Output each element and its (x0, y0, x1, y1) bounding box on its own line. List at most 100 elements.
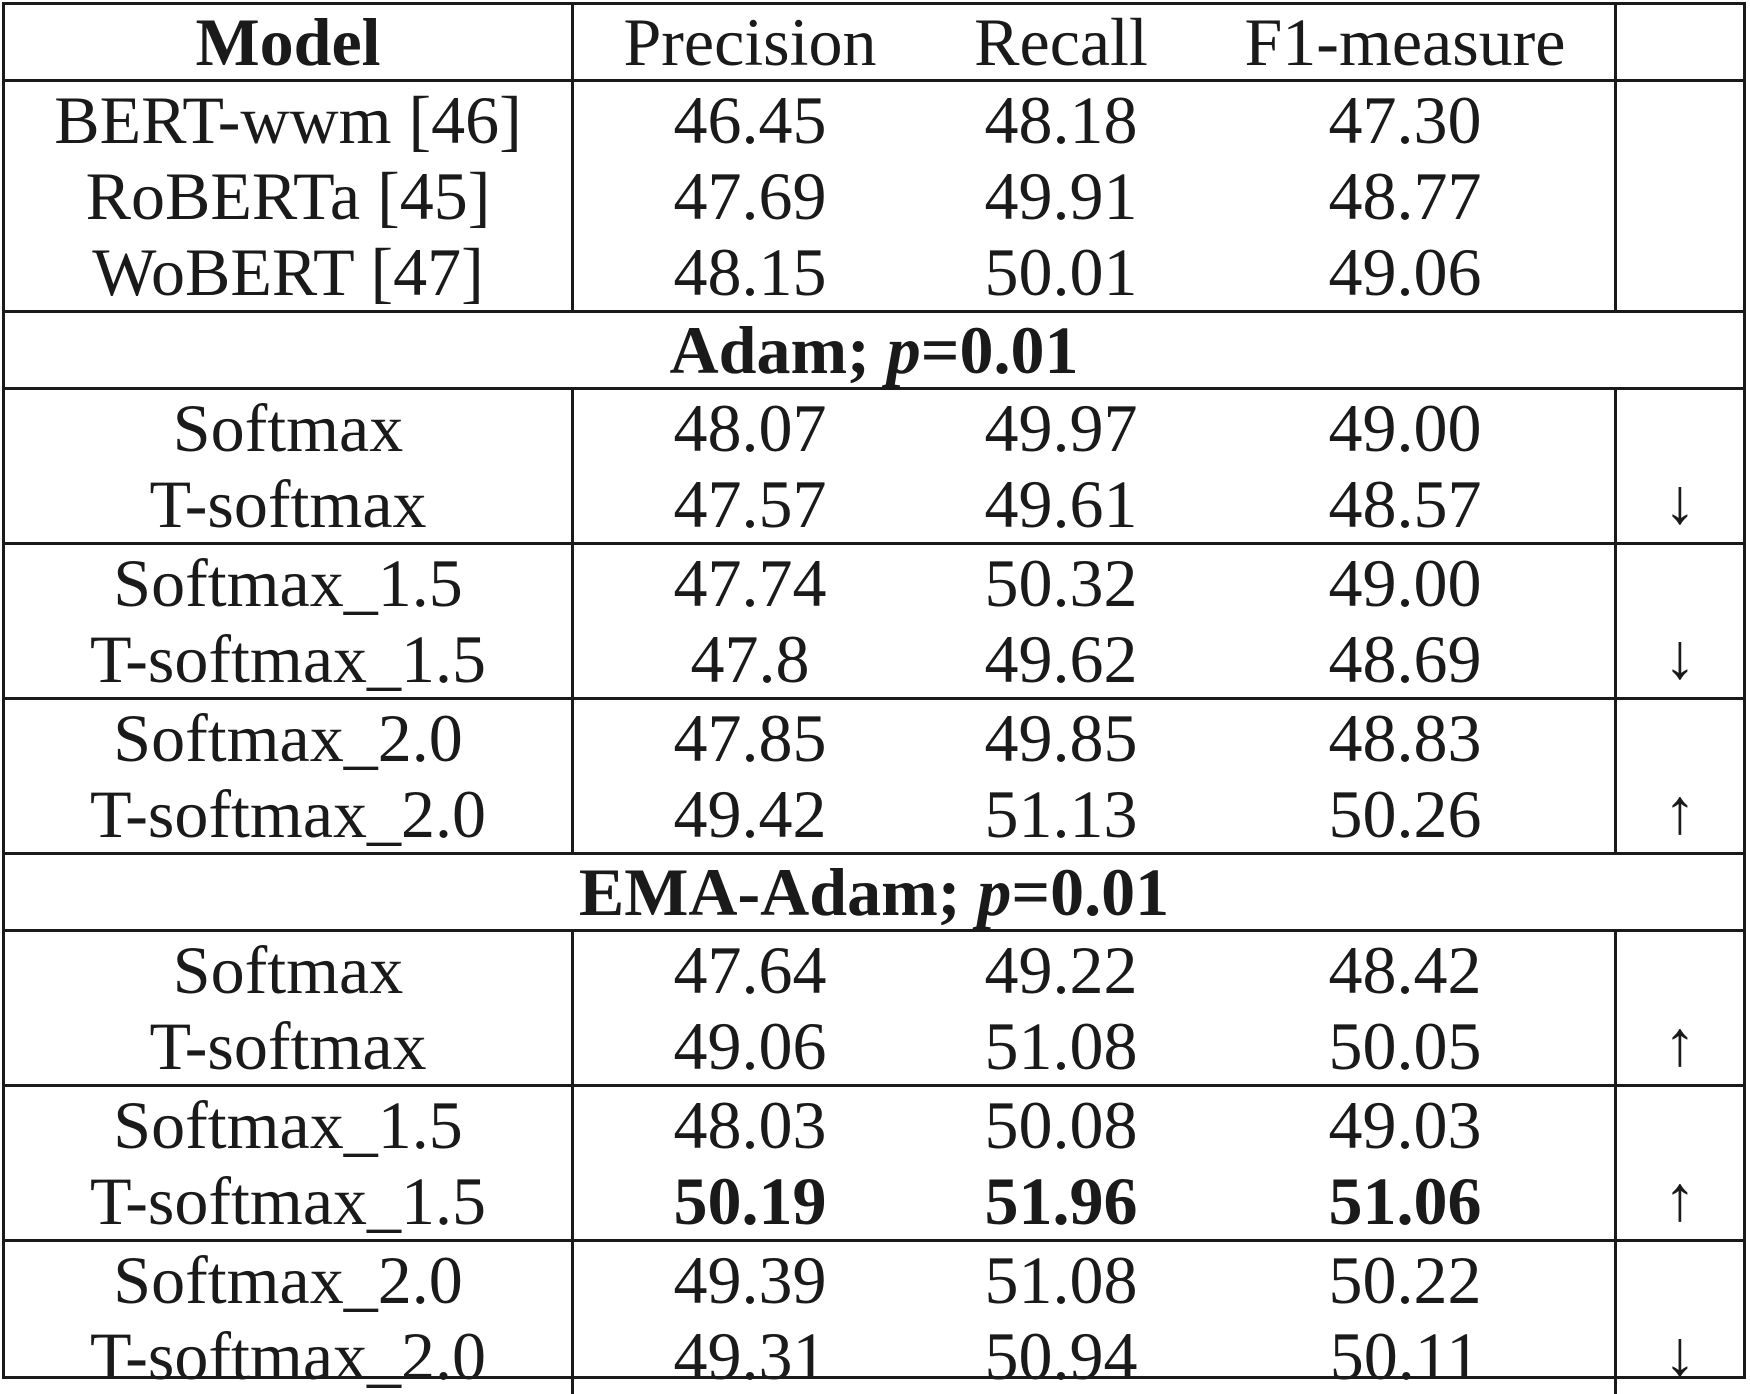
model-name-cell: BERT-wwm [46] (54, 82, 522, 158)
model-name-cell: T-softmax_1.5 (89, 1163, 486, 1239)
column-rule (1614, 5, 1617, 310)
column-rule (1614, 1084, 1617, 1239)
section-title-prefix: Adam; (669, 312, 887, 388)
f1-cell: 49.03 (1328, 1087, 1482, 1163)
f1-cell: 51.06 (1328, 1163, 1482, 1239)
f1-cell: 49.00 (1328, 390, 1482, 466)
precision-cell: 46.45 (673, 82, 827, 158)
column-rule (571, 387, 574, 542)
precision-cell: 49.39 (673, 1242, 827, 1318)
table-rule (5, 79, 1743, 82)
column-rule (571, 929, 574, 1084)
table-rule (5, 697, 1743, 700)
model-name-cell: Softmax_2.0 (113, 1242, 463, 1318)
recall-cell: 50.94 (984, 1318, 1138, 1394)
precision-cell: 49.42 (673, 776, 827, 852)
arrow-down-icon: ↓ (1664, 621, 1696, 692)
precision-cell: 47.64 (673, 932, 827, 1008)
arrow-down-icon: ↓ (1664, 1318, 1696, 1389)
recall-cell: 49.97 (984, 390, 1138, 466)
recall-cell: 50.32 (984, 545, 1138, 621)
recall-cell: 50.08 (984, 1087, 1138, 1163)
recall-cell: 49.85 (984, 700, 1138, 776)
section-title-var: p (977, 854, 1012, 930)
model-name-cell: T-softmax (149, 1008, 427, 1084)
model-name-cell: Softmax (172, 390, 404, 466)
f1-cell: 48.83 (1328, 700, 1482, 776)
arrow-up-icon: ↑ (1664, 1163, 1696, 1234)
section-title: Adam; p=0.01 (5, 313, 1743, 387)
model-name-cell: T-softmax_2.0 (89, 776, 486, 852)
column-rule (571, 697, 574, 852)
arrow-down-icon: ↓ (1664, 466, 1696, 537)
column-rule (1614, 697, 1617, 852)
table-rule (5, 387, 1743, 390)
header-model: Model (195, 4, 381, 80)
f1-cell: 48.77 (1328, 158, 1482, 234)
precision-cell: 48.07 (673, 390, 827, 466)
recall-cell: 51.13 (984, 776, 1138, 852)
model-name-cell: Softmax_1.5 (113, 1087, 463, 1163)
section-title-suffix: =0.01 (1011, 854, 1170, 930)
precision-cell: 47.8 (690, 621, 810, 697)
model-name-cell: RoBERTa [45] (85, 158, 491, 234)
precision-cell: 48.03 (673, 1087, 827, 1163)
model-name-cell: T-softmax_2.0 (89, 1318, 486, 1394)
header-precision: Precision (623, 4, 877, 80)
f1-cell: 49.06 (1328, 234, 1482, 310)
header-trend (1617, 5, 1743, 79)
recall-cell: 49.22 (984, 932, 1138, 1008)
arrow-up-icon: ↑ (1664, 776, 1696, 847)
header-recall: Recall (974, 4, 1148, 80)
section-title-suffix: =0.01 (920, 312, 1079, 388)
precision-cell: 47.57 (673, 466, 827, 542)
section-title-prefix: EMA-Adam; (578, 854, 978, 930)
column-rule (1614, 929, 1617, 1084)
header-f1: F1-measure (1244, 4, 1566, 80)
model-name-cell: T-softmax_1.5 (89, 621, 486, 697)
precision-cell: 49.31 (673, 1318, 827, 1394)
recall-cell: 50.01 (984, 234, 1138, 310)
f1-cell: 47.30 (1328, 82, 1482, 158)
model-name-cell: Softmax (172, 932, 404, 1008)
recall-cell: 49.61 (984, 466, 1138, 542)
table-rule (5, 1084, 1743, 1087)
recall-cell: 51.08 (984, 1242, 1138, 1318)
f1-cell: 50.22 (1328, 1242, 1482, 1318)
section-title-var: p (886, 312, 921, 388)
precision-cell: 47.69 (673, 158, 827, 234)
f1-cell: 48.69 (1328, 621, 1482, 697)
precision-cell: 48.15 (673, 234, 827, 310)
precision-cell: 49.06 (673, 1008, 827, 1084)
f1-cell: 50.26 (1328, 776, 1482, 852)
column-rule (571, 542, 574, 697)
f1-cell: 48.57 (1328, 466, 1482, 542)
table-rule (5, 1239, 1743, 1242)
column-rule (1614, 387, 1617, 542)
recall-cell: 51.96 (984, 1163, 1138, 1239)
model-name-cell: Softmax_1.5 (113, 545, 463, 621)
section-title: EMA-Adam; p=0.01 (5, 855, 1743, 929)
recall-cell: 48.18 (984, 82, 1138, 158)
recall-cell: 49.62 (984, 621, 1138, 697)
precision-cell: 50.19 (673, 1163, 827, 1239)
column-rule (571, 1239, 574, 1394)
precision-cell: 47.74 (673, 545, 827, 621)
table-rule (5, 852, 1743, 855)
column-rule (571, 5, 574, 310)
arrow-up-icon: ↑ (1664, 1008, 1696, 1079)
table-rule (5, 929, 1743, 932)
column-rule (1614, 542, 1617, 697)
table-rule (5, 542, 1743, 545)
f1-cell: 50.05 (1328, 1008, 1482, 1084)
model-name-cell: WoBERT [47] (92, 234, 484, 310)
model-name-cell: T-softmax (149, 466, 427, 542)
recall-cell: 49.91 (984, 158, 1138, 234)
f1-cell: 50.11 (1329, 1318, 1481, 1394)
table-rule (5, 310, 1743, 313)
f1-cell: 49.00 (1328, 545, 1482, 621)
column-rule (1614, 1239, 1617, 1394)
precision-cell: 47.85 (673, 700, 827, 776)
column-rule (571, 1084, 574, 1239)
model-name-cell: Softmax_2.0 (113, 700, 463, 776)
